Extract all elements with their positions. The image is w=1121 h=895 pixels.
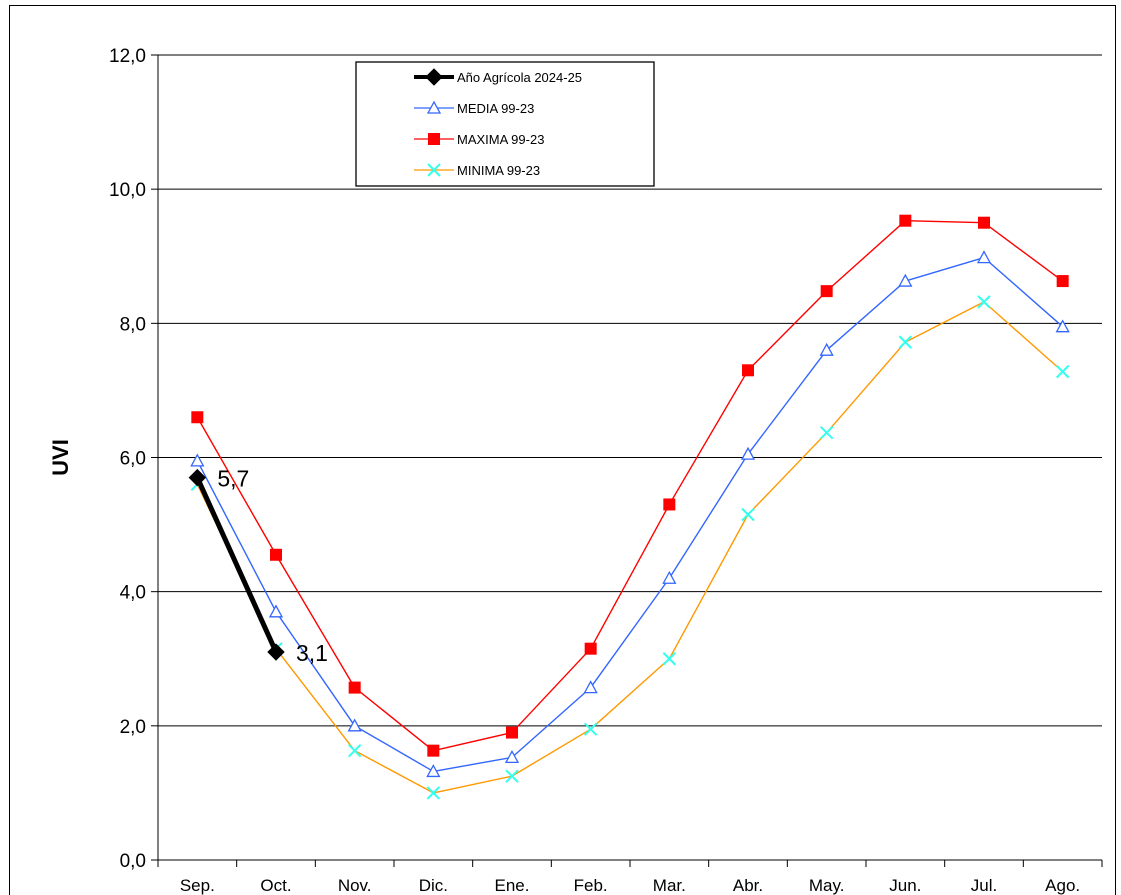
y-axis-label: UVI: [48, 439, 73, 476]
data-point: [741, 507, 755, 522]
legend-swatch-marker: [426, 100, 442, 114]
legend-entry: MAXIMA 99-23: [457, 132, 544, 147]
series-line-0: [195, 476, 279, 654]
data-point: [1055, 364, 1070, 379]
data-point: [662, 570, 677, 584]
x-tick-label: May.: [809, 876, 845, 895]
x-tick-label: Sep.: [180, 876, 215, 895]
data-point: [898, 273, 913, 287]
data-point: [899, 214, 912, 227]
data-point: [427, 744, 440, 757]
y-tick-label: 2,0: [120, 717, 146, 738]
data-point: [819, 425, 834, 440]
data-point: [188, 468, 207, 487]
legend-box: [355, 61, 655, 187]
data-point: [426, 764, 441, 778]
data-point: [583, 722, 598, 736]
x-tick-label: Ago.: [1045, 876, 1080, 895]
data-point: [270, 548, 282, 561]
data-point: [191, 411, 204, 424]
y-tick-label: 0,0: [120, 851, 146, 872]
legend-swatch-marker: [425, 68, 443, 86]
data-point: [977, 295, 991, 309]
legend-swatch-marker: [427, 163, 441, 177]
series-line-3: [196, 301, 1064, 794]
chart-border: [9, 5, 1116, 895]
y-tick-label: 10,0: [109, 180, 146, 201]
y-tick-label: 8,0: [120, 314, 146, 335]
data-point: [268, 604, 284, 618]
x-tick-label: Ene.: [495, 876, 530, 895]
series-line-1: [196, 256, 1064, 773]
data-label: 3,1: [296, 640, 328, 666]
data-point: [504, 750, 520, 764]
legend-entry: Año Agrícola 2024-25: [457, 70, 582, 85]
data-point: [190, 453, 205, 467]
y-tick-label: 4,0: [120, 583, 146, 604]
data-point: [583, 680, 598, 694]
x-tick-label: Oct.: [260, 876, 291, 895]
x-tick-label: Jun.: [889, 876, 921, 895]
data-point: [1056, 275, 1069, 288]
data-point: [978, 216, 990, 229]
y-tick-label: 6,0: [120, 449, 146, 470]
x-tick-label: Jul.: [971, 876, 997, 895]
data-point: [740, 446, 756, 460]
data-point: [976, 250, 992, 264]
data-point: [506, 726, 518, 739]
data-point: [267, 643, 285, 661]
data-point: [347, 718, 362, 732]
data-point: [663, 498, 676, 511]
x-tick-label: Mar.: [653, 876, 686, 895]
series-line-2: [196, 219, 1064, 752]
data-label: 5,7: [217, 466, 249, 492]
x-tick-label: Dic.: [419, 876, 448, 895]
data-point: [584, 642, 597, 655]
data-point: [426, 786, 441, 800]
data-point: [820, 285, 833, 298]
data-point: [347, 743, 362, 758]
x-tick-label: Nov.: [338, 876, 372, 895]
data-point: [505, 769, 519, 783]
data-point: [348, 681, 361, 694]
data-point: [1055, 319, 1070, 333]
x-tick-label: Abr.: [733, 876, 763, 895]
data-point: [742, 364, 754, 377]
y-tick-label: 12,0: [109, 46, 146, 67]
data-point: [662, 652, 677, 666]
data-point: [819, 342, 834, 356]
legend-swatch-marker: [428, 133, 440, 145]
legend-entry: MINIMA 99-23: [457, 163, 540, 178]
data-point: [898, 335, 913, 349]
legend-entry: MEDIA 99-23: [457, 101, 534, 116]
x-tick-label: Feb.: [574, 876, 608, 895]
